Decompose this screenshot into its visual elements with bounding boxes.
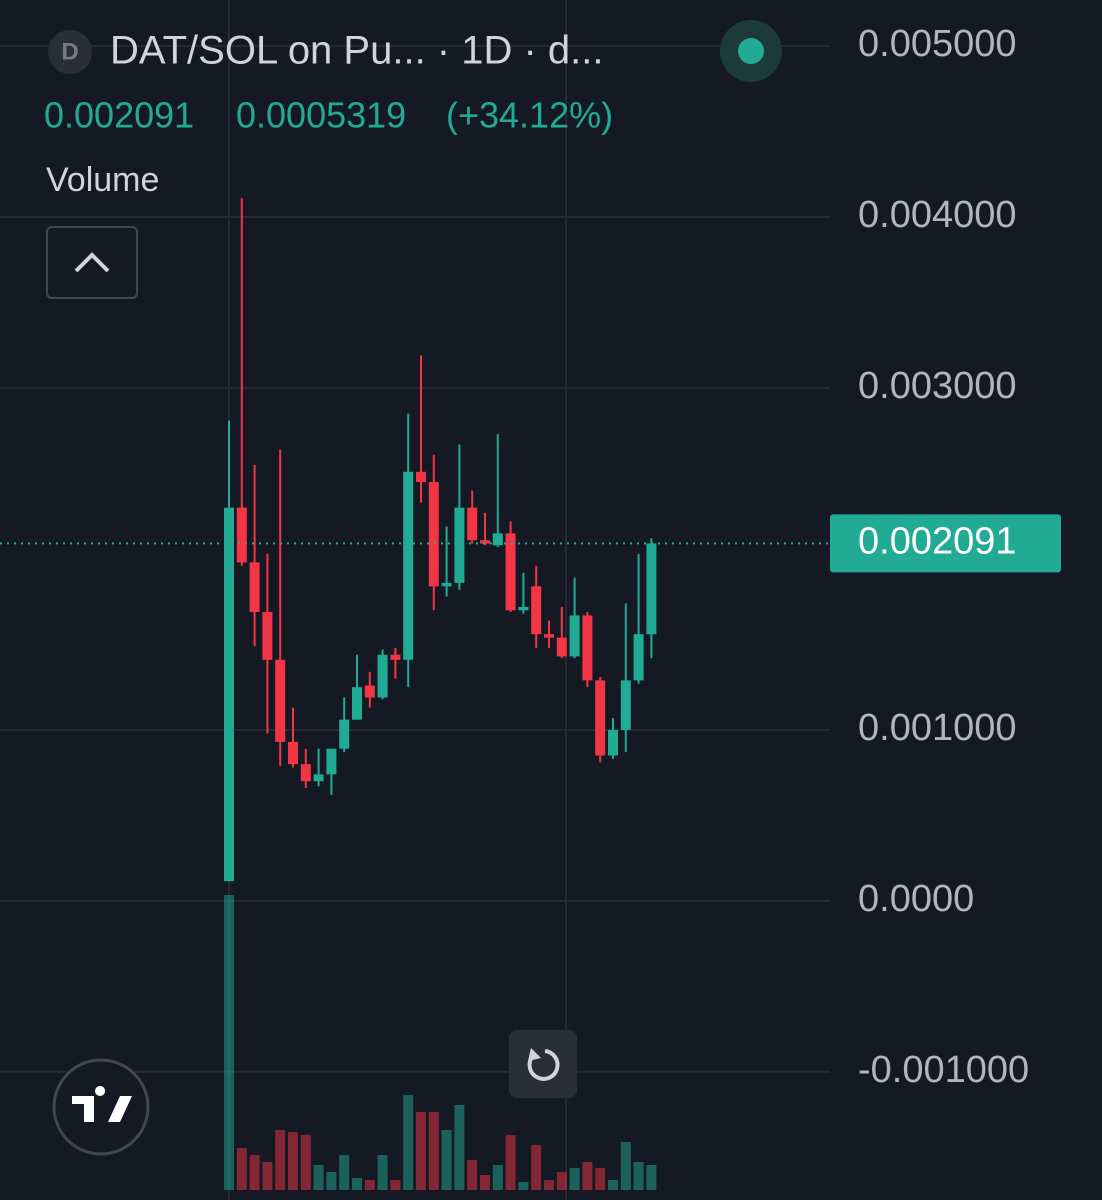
- y-tick-label: 0.004000: [858, 194, 1017, 236]
- volume-bar: [467, 1160, 478, 1190]
- candle-body: [595, 680, 606, 756]
- volume-bar: [646, 1165, 657, 1190]
- candle-body: [544, 634, 554, 638]
- candle-body: [249, 562, 260, 612]
- volume-bar: [236, 1148, 247, 1190]
- candle-body: [428, 482, 439, 587]
- volume-bar: [288, 1132, 298, 1190]
- candle-body: [326, 748, 337, 775]
- last-price-box: [830, 514, 1061, 573]
- y-tick-label: 0.0000: [858, 878, 974, 920]
- volume-bar: [620, 1142, 631, 1190]
- candle-body: [467, 507, 478, 541]
- candle-body: [441, 582, 452, 587]
- y-tick-label: 0.005000: [858, 23, 1017, 65]
- volume-bar: [416, 1112, 426, 1190]
- volume-bar: [377, 1155, 388, 1190]
- volume-label: Volume: [46, 161, 159, 199]
- logo-mark: [72, 1086, 132, 1122]
- volume-bar: [249, 1155, 260, 1190]
- candle-body: [556, 637, 567, 657]
- volume-bar: [531, 1145, 542, 1190]
- y-tick-label: -0.001000: [858, 1049, 1029, 1091]
- volume-bar: [275, 1130, 286, 1190]
- volume-bar: [633, 1162, 644, 1190]
- candle-body: [300, 764, 311, 782]
- last-price: 0.002091: [44, 95, 194, 136]
- volume-bar: [454, 1105, 465, 1190]
- plot-area: [0, 45, 830, 1190]
- symbol-letter: D: [61, 38, 78, 65]
- candle-body: [236, 507, 247, 563]
- volume-bar: [390, 1180, 401, 1190]
- candle-body: [531, 586, 542, 635]
- y-tick-label: 0.003000: [858, 365, 1017, 407]
- candle-body: [390, 654, 401, 660]
- candle-body: [608, 729, 618, 756]
- candle-body: [224, 507, 234, 882]
- reset-arrow: [528, 1048, 541, 1061]
- volume-bar: [480, 1175, 490, 1190]
- candle-body: [582, 615, 593, 681]
- volume-bar: [492, 1165, 503, 1190]
- candle-body: [518, 606, 529, 611]
- candle-body: [569, 615, 580, 657]
- y-tick-label: 0.001000: [858, 707, 1017, 749]
- chart-title: DAT/SOL on Pu... · 1D · d...: [110, 29, 604, 73]
- candle-body: [646, 543, 657, 635]
- volume-bar: [352, 1178, 362, 1190]
- collapse-button[interactable]: [46, 226, 138, 299]
- candle-body: [262, 611, 273, 660]
- volume-bar: [569, 1168, 580, 1190]
- volume-bar: [544, 1180, 554, 1190]
- candle-body: [352, 687, 362, 720]
- volume-bar: [339, 1155, 350, 1190]
- candle-body: [364, 685, 375, 698]
- price-change: 0.0005319: [236, 95, 406, 136]
- candle-body: [403, 471, 414, 660]
- candle-body: [275, 659, 286, 742]
- candle-body: [492, 533, 503, 546]
- candle-body: [480, 540, 490, 544]
- candle-body: [416, 471, 426, 483]
- volume-bar: [326, 1172, 337, 1190]
- collapse-icon: [74, 252, 110, 273]
- volume-bar: [441, 1130, 452, 1190]
- volume-bar: [224, 895, 234, 1190]
- volume-bar: [556, 1172, 567, 1190]
- volume-bar: [262, 1162, 273, 1190]
- candle-body: [633, 634, 644, 681]
- candle-body: [377, 654, 388, 698]
- volume-bar: [300, 1135, 311, 1190]
- last-price-label: 0.002091: [858, 520, 1017, 562]
- candle-body: [313, 774, 324, 782]
- volume-bar: [608, 1180, 618, 1190]
- candle-body: [339, 719, 350, 749]
- volume-bar: [428, 1112, 439, 1190]
- reset-icon: [527, 1049, 560, 1081]
- candle-body: [505, 533, 516, 611]
- candle-body: [454, 507, 465, 583]
- logo[interactable]: [52, 1058, 150, 1156]
- candle-body: [288, 741, 298, 765]
- status-dot: [738, 38, 764, 64]
- volume-bar: [518, 1182, 529, 1190]
- volume-bar: [582, 1162, 593, 1190]
- symbol-icon: [48, 30, 92, 74]
- volume-bar: [595, 1168, 606, 1190]
- volume-bar: [364, 1180, 375, 1190]
- volume-bar: [403, 1095, 414, 1190]
- reset-button[interactable]: [509, 1030, 577, 1098]
- volume-bar: [313, 1165, 324, 1190]
- volume-bar: [505, 1135, 516, 1190]
- price-change-pct: (+34.12%): [446, 95, 613, 136]
- candle-body: [620, 680, 631, 730]
